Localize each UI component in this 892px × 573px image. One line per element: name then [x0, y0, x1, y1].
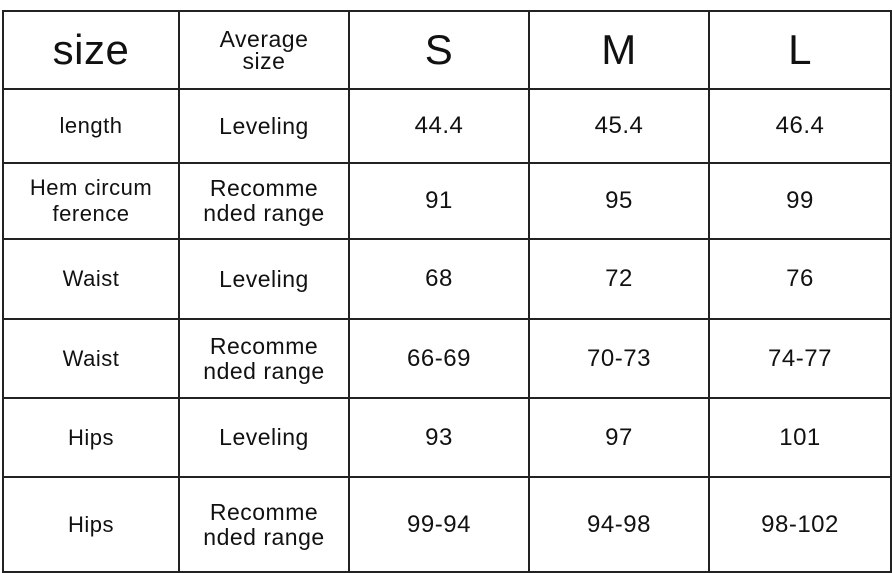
cell-text: 93 — [425, 423, 453, 451]
cell-text: 66-69 — [407, 344, 471, 372]
table-cell: Recomme nded range — [178, 318, 350, 399]
data-row: length Leveling 44.4 45.4 46.4 — [2, 88, 892, 164]
cell-text: Hips — [67, 424, 114, 450]
cell-text: 101 — [779, 423, 821, 451]
table-cell: Recomme nded range — [178, 162, 350, 240]
table-cell: 91 — [348, 162, 530, 240]
table-cell: Hem circum ference — [2, 162, 180, 240]
table-cell: 74-77 — [708, 318, 892, 399]
table-cell: Leveling — [178, 238, 350, 320]
cell-text: 44.4 — [414, 112, 464, 139]
cell-text-line: ference — [52, 201, 130, 226]
cell-text: S — [424, 26, 454, 73]
cell-text: 99-94 — [407, 510, 471, 538]
cell-text: M — [601, 26, 637, 73]
table-cell: Hips — [2, 476, 180, 573]
cell-text: size — [52, 26, 130, 73]
table-cell: Hips — [2, 397, 180, 478]
cell-text-line: Recomme — [209, 332, 319, 359]
cell-text: 70-73 — [587, 344, 651, 372]
cell-text: 45.4 — [594, 112, 644, 139]
header-row: size Average size S M L — [2, 10, 892, 90]
data-row: Hips Leveling 93 97 101 — [2, 397, 892, 478]
table-cell: 97 — [528, 397, 710, 478]
table-cell: 45.4 — [528, 88, 710, 164]
cell-text: 91 — [425, 187, 453, 214]
table-cell: 98-102 — [708, 476, 892, 573]
table-cell: 101 — [708, 397, 892, 478]
cell-text: 94-98 — [587, 510, 651, 538]
cell-text: Waist — [62, 266, 120, 291]
table-cell: 44.4 — [348, 88, 530, 164]
data-row: Hem circum ference Recomme nded range 91 95 99 — [2, 162, 892, 240]
cell-text-line: Recomme — [209, 498, 319, 525]
table-cell: 72 — [528, 238, 710, 320]
table-cell: length — [2, 88, 180, 164]
cell-text-line: Hem circum — [29, 175, 153, 200]
cell-text: L — [788, 26, 812, 73]
table-cell: L — [708, 10, 892, 90]
cell-text-line: Recomme — [209, 175, 319, 201]
data-row: Waist Recomme nded range 66-69 70-73 74-77 — [2, 318, 892, 399]
cell-text: 95 — [605, 187, 633, 214]
table-cell: 76 — [708, 238, 892, 320]
table-cell: Waist — [2, 318, 180, 399]
cell-text: length — [59, 113, 123, 138]
table-cell: 70-73 — [528, 318, 710, 399]
table-cell: 46.4 — [708, 88, 892, 164]
table-cell: 95 — [528, 162, 710, 240]
cell-text: 98-102 — [761, 510, 839, 538]
table-cell: 68 — [348, 238, 530, 320]
table-cell: 99-94 — [348, 476, 530, 573]
cell-text-line: nded range — [203, 357, 325, 384]
table-cell: 93 — [348, 397, 530, 478]
cell-text-line: nded range — [203, 523, 325, 550]
data-row: Hips Recomme nded range 99-94 94-98 98-102 — [2, 476, 892, 573]
table-cell: M — [528, 10, 710, 90]
table-cell: 66-69 — [348, 318, 530, 399]
table-cell: Average size — [178, 10, 350, 90]
table-cell: Waist — [2, 238, 180, 320]
cell-text-line: Average — [219, 26, 309, 52]
cell-text: Hips — [67, 511, 114, 537]
table-cell: size — [2, 10, 180, 90]
cell-text: 68 — [425, 265, 453, 292]
cell-text: 97 — [605, 423, 633, 451]
cell-text-line: nded range — [203, 200, 325, 226]
cell-text: 46.4 — [775, 112, 825, 139]
cell-text-line: Leveling — [219, 424, 309, 450]
cell-text: Waist — [62, 345, 120, 371]
table-cell: 94-98 — [528, 476, 710, 573]
table-cell: Leveling — [178, 397, 350, 478]
cell-text-line: size — [242, 48, 286, 74]
table-cell: Leveling — [178, 88, 350, 164]
table-cell: 99 — [708, 162, 892, 240]
cell-text: 74-77 — [768, 344, 832, 372]
cell-text: 76 — [786, 265, 814, 292]
cell-text-line: Leveling — [219, 112, 309, 139]
cell-text: 72 — [605, 265, 633, 292]
table-cell: Recomme nded range — [178, 476, 350, 573]
data-row: Waist Leveling 68 72 76 — [2, 238, 892, 320]
table-cell: S — [348, 10, 530, 90]
cell-text-line: Leveling — [219, 265, 309, 292]
cell-text: 99 — [786, 187, 814, 214]
